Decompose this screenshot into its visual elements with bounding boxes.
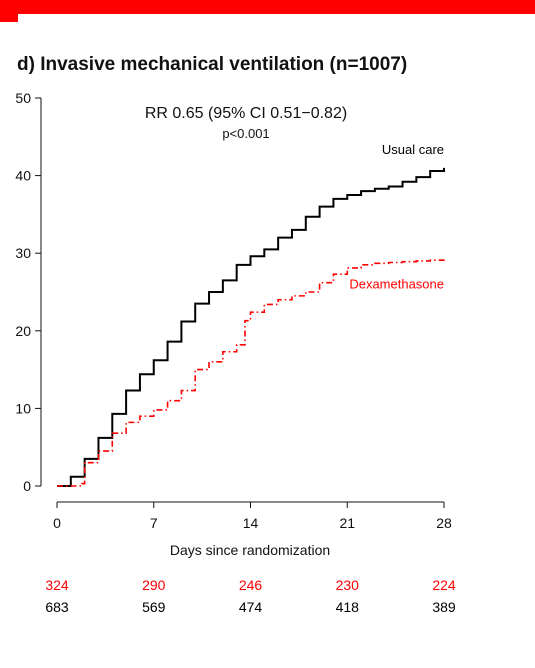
series-label-dexamethasone: Dexamethasone <box>349 277 444 292</box>
risk-table-value: 246 <box>239 577 263 593</box>
risk-table-value: 683 <box>45 599 69 615</box>
y-tick-label: 30 <box>15 245 31 261</box>
series-line-dexamethasone <box>57 258 445 487</box>
risk-table-value: 569 <box>142 599 166 615</box>
x-tick-label: 28 <box>436 515 452 531</box>
y-tick-label: 20 <box>15 323 31 339</box>
risk-table-value: 224 <box>432 577 456 593</box>
risk-table-value: 389 <box>432 599 456 615</box>
risk-table-value: 418 <box>336 599 360 615</box>
x-tick-label: 21 <box>339 515 355 531</box>
y-tick-label: 10 <box>15 400 31 416</box>
chart-title: d) Invasive mechanical ventilation (n=10… <box>17 54 408 75</box>
x-tick-label: 14 <box>243 515 259 531</box>
series-lines <box>57 167 445 487</box>
rr-annotation: RR 0.65 (95% CI 0.51−0.82) <box>145 105 347 122</box>
axes: 0 10 20 30 40 50 0 7 14 21 28 <box>15 90 452 531</box>
risk-table: 324 290 246 230 224 683 569 474 418 389 <box>45 577 456 615</box>
y-tick-label: 50 <box>15 90 31 106</box>
y-tick-label: 0 <box>23 478 31 494</box>
series-labels: Usual care Dexamethasone <box>349 142 444 292</box>
y-tick-label: 40 <box>15 168 31 184</box>
top-red-marker <box>0 14 18 22</box>
risk-table-value: 474 <box>239 599 263 615</box>
series-label-usual-care: Usual care <box>382 142 444 157</box>
risk-table-value: 230 <box>336 577 360 593</box>
risk-table-value: 290 <box>142 577 166 593</box>
x-axis-label: Days since randomization <box>170 542 330 558</box>
x-tick-label: 7 <box>150 515 158 531</box>
top-red-bar <box>0 0 535 14</box>
p-value-annotation: p<0.001 <box>222 126 269 141</box>
risk-table-value: 324 <box>45 577 69 593</box>
x-tick-label: 0 <box>53 515 61 531</box>
series-line-usual-care <box>57 167 445 487</box>
